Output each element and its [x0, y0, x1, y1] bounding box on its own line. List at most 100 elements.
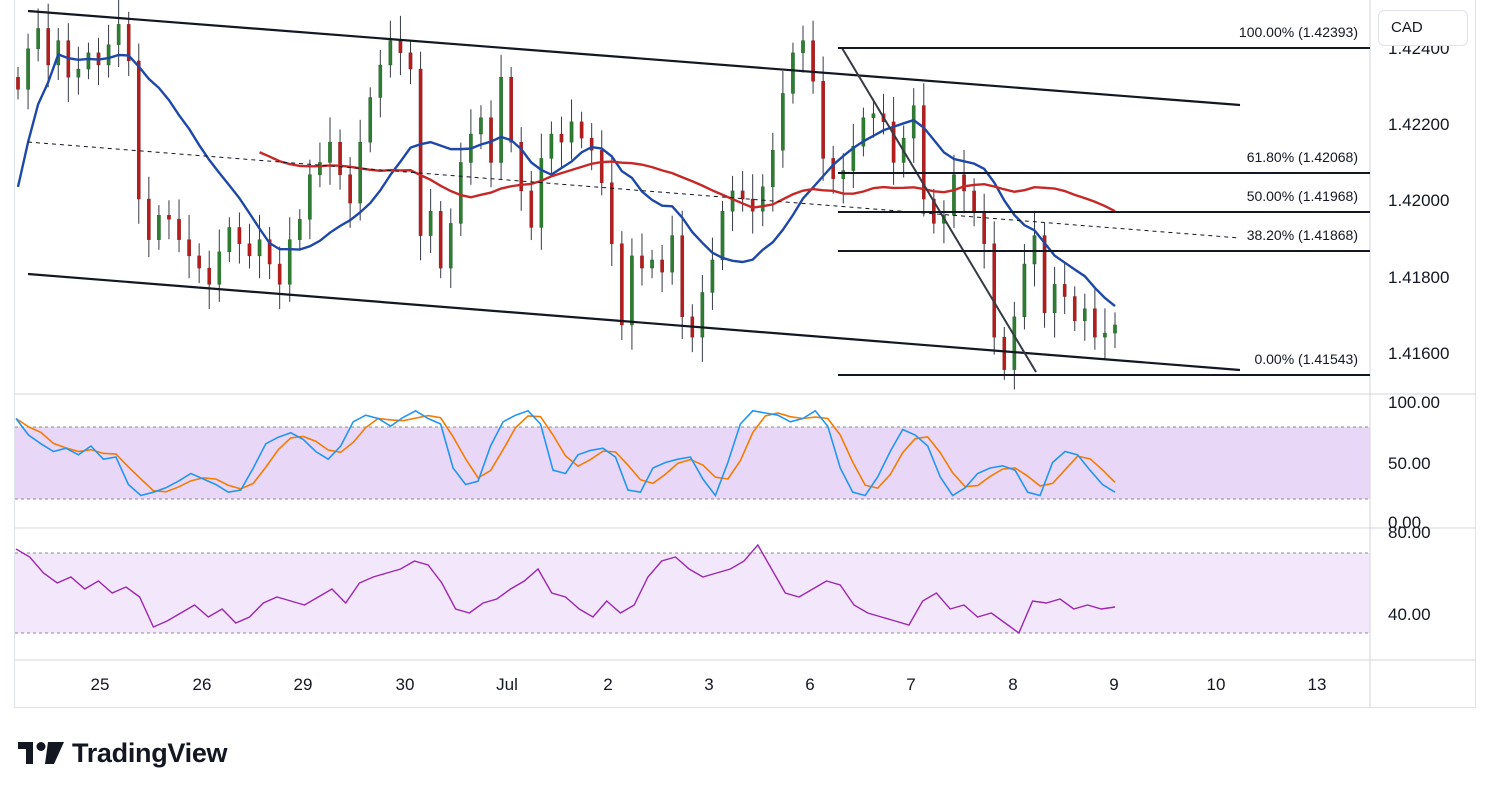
- candle-body: [1052, 284, 1057, 313]
- candle-body: [579, 121, 584, 139]
- candle-body: [418, 68, 423, 236]
- candle-body: [1072, 296, 1077, 322]
- time-tick-label: 6: [805, 675, 814, 694]
- candle-body: [56, 40, 61, 66]
- brand-logo[interactable]: TradingView: [18, 736, 228, 770]
- candle-body: [499, 76, 503, 163]
- candle-body: [388, 40, 393, 66]
- candle-body: [1012, 316, 1017, 370]
- candle-body: [86, 52, 91, 70]
- candle-body: [630, 255, 634, 326]
- price-tick-label: 1.41800: [1388, 268, 1449, 287]
- candlesticks: [16, 0, 1117, 390]
- fib-level-label: 0.00% (1.41543): [1254, 351, 1358, 367]
- candle-body: [509, 76, 513, 143]
- candle-body: [549, 133, 554, 159]
- candle-body: [620, 243, 624, 326]
- time-tick-label: Jul: [496, 675, 518, 694]
- candle-body: [529, 190, 534, 228]
- candle-body: [136, 60, 141, 200]
- candle-body: [378, 64, 383, 98]
- channel-upper-line[interactable]: [27, 9, 1241, 107]
- candle-body: [287, 239, 292, 285]
- stochastic-d-line: [15, 412, 1116, 493]
- candle-body: [972, 190, 976, 212]
- candle-body: [791, 52, 795, 94]
- candle-body: [267, 239, 272, 265]
- fib-level-label: 38.20% (1.41868): [1247, 227, 1358, 243]
- time-tick-label: 25: [91, 675, 110, 694]
- candle-body: [16, 76, 20, 90]
- candle-body: [720, 211, 725, 261]
- candle-body: [841, 170, 846, 179]
- moving-average-blue: [16, 52, 1116, 308]
- candle-body: [589, 137, 594, 151]
- rsi-band: [15, 552, 1370, 634]
- candle-body: [771, 150, 775, 188]
- candle-body: [448, 223, 453, 269]
- candle-body: [428, 211, 433, 236]
- time-tick-label: 7: [906, 675, 915, 694]
- candle-body: [116, 24, 121, 45]
- trend-channel[interactable]: [27, 9, 1241, 373]
- chart-frame: [14, 0, 1476, 708]
- time-axis[interactable]: 25 26 29 30 Jul 2 3 6 7 8 9 10 13: [91, 675, 1327, 694]
- candle-body: [1062, 284, 1067, 297]
- rsi-tick-label: 40.00: [1388, 605, 1431, 624]
- candle-body: [921, 105, 926, 200]
- candle-body: [680, 235, 685, 318]
- candle-body: [700, 292, 705, 338]
- brand-name: TradingView: [72, 737, 228, 768]
- candle-body: [962, 174, 966, 192]
- currency-label: CAD: [1391, 19, 1423, 36]
- price-axis[interactable]: 1.424001.422001.420001.418001.41600100.0…: [1388, 39, 1449, 624]
- candle-body: [157, 215, 161, 240]
- price-tick-label: 1.42200: [1388, 115, 1449, 134]
- candle-body: [891, 121, 896, 163]
- channel-mid-line[interactable]: [27, 141, 1241, 239]
- fib-trend-line[interactable]: [841, 47, 1037, 373]
- candle-body: [801, 40, 805, 54]
- candle-body: [710, 259, 715, 293]
- candle-body: [227, 227, 232, 253]
- candle-body: [831, 158, 836, 179]
- candle-body: [952, 174, 956, 216]
- candle-body: [781, 93, 785, 151]
- candle-body: [1042, 235, 1047, 313]
- candle-body: [76, 68, 81, 78]
- candle-body: [760, 186, 765, 212]
- candle-body: [126, 24, 131, 62]
- candle-body: [36, 28, 40, 49]
- candle-body: [569, 121, 574, 143]
- candle-body: [368, 97, 373, 143]
- candle-body: [187, 239, 191, 257]
- time-tick-label: 2: [603, 675, 612, 694]
- candle-body: [1083, 308, 1087, 322]
- candle-body: [1022, 263, 1027, 318]
- stochastic-band: [15, 426, 1370, 500]
- fib-level-label: 50.00% (1.41968): [1247, 188, 1358, 204]
- candle-body: [992, 243, 997, 338]
- candle-body: [650, 259, 654, 269]
- channel-lower-line[interactable]: [27, 272, 1241, 372]
- candle-body: [408, 52, 413, 70]
- candle-body: [740, 190, 745, 200]
- fibonacci-retracement[interactable]: 100.00% (1.42393) 61.80% (1.42068) 50.00% …: [838, 24, 1370, 376]
- candle-body: [1113, 324, 1117, 334]
- fib-level-label: 61.80% (1.42068): [1247, 149, 1358, 165]
- candle-body: [479, 117, 483, 135]
- candle-body: [46, 28, 50, 66]
- candle-body: [559, 133, 564, 143]
- stochastic-tick-label: 0.00: [1388, 513, 1421, 532]
- candle-body: [750, 198, 755, 212]
- candle-body: [1002, 336, 1007, 370]
- candle-body: [106, 44, 111, 66]
- candle-body: [871, 113, 876, 118]
- candle-body: [1103, 332, 1107, 338]
- candle-body: [670, 235, 674, 273]
- candle-body: [821, 81, 825, 159]
- candle-body: [459, 162, 463, 224]
- candle-body: [207, 267, 212, 285]
- currency-badge[interactable]: CAD: [1378, 10, 1468, 46]
